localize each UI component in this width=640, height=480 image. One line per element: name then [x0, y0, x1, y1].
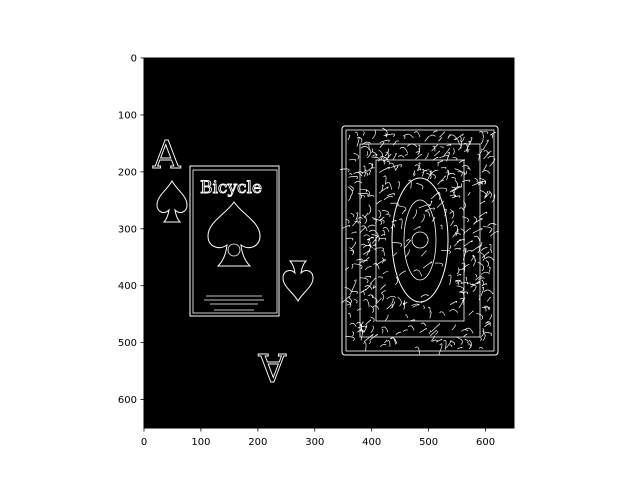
- x-tick-label: 100: [191, 437, 210, 448]
- center-spade-icon: [207, 201, 261, 267]
- y-tick-label: 400: [118, 281, 137, 292]
- y-tick-label: 200: [118, 167, 137, 178]
- y-tick-label: 0: [131, 54, 137, 65]
- x-tick-label: 300: [305, 437, 324, 448]
- y-tick-label: 300: [118, 224, 137, 235]
- texture-strokes: [339, 127, 499, 355]
- x-tick-label: 0: [141, 437, 147, 448]
- x-axis: 0 100 200 300 400 500 600: [141, 428, 495, 448]
- x-tick-label: 500: [419, 437, 438, 448]
- corner-spade-icon: [156, 179, 188, 223]
- right-card-edges: [339, 125, 499, 356]
- rank-glyph-top: A: [152, 133, 181, 177]
- ornament-texture: [339, 127, 499, 355]
- y-axis: 0 100 200 300 400 500 600: [118, 54, 144, 406]
- y-tick-label: 600: [118, 395, 137, 406]
- x-tick-label: 600: [476, 437, 495, 448]
- left-card-edges: Bicycle A A: [152, 133, 314, 389]
- y-tick-label: 100: [118, 110, 137, 121]
- axes-frame: [143, 57, 515, 429]
- x-tick-label: 200: [248, 437, 267, 448]
- corner-spade-inverted-icon: [282, 260, 314, 303]
- brand-text: Bicycle: [200, 178, 262, 198]
- y-tick-label: 500: [118, 338, 137, 349]
- edge-image: Bicycle A A: [152, 125, 499, 389]
- image-area: [144, 58, 514, 428]
- rank-glyph-bottom: A: [258, 345, 287, 389]
- x-tick-label: 400: [362, 437, 381, 448]
